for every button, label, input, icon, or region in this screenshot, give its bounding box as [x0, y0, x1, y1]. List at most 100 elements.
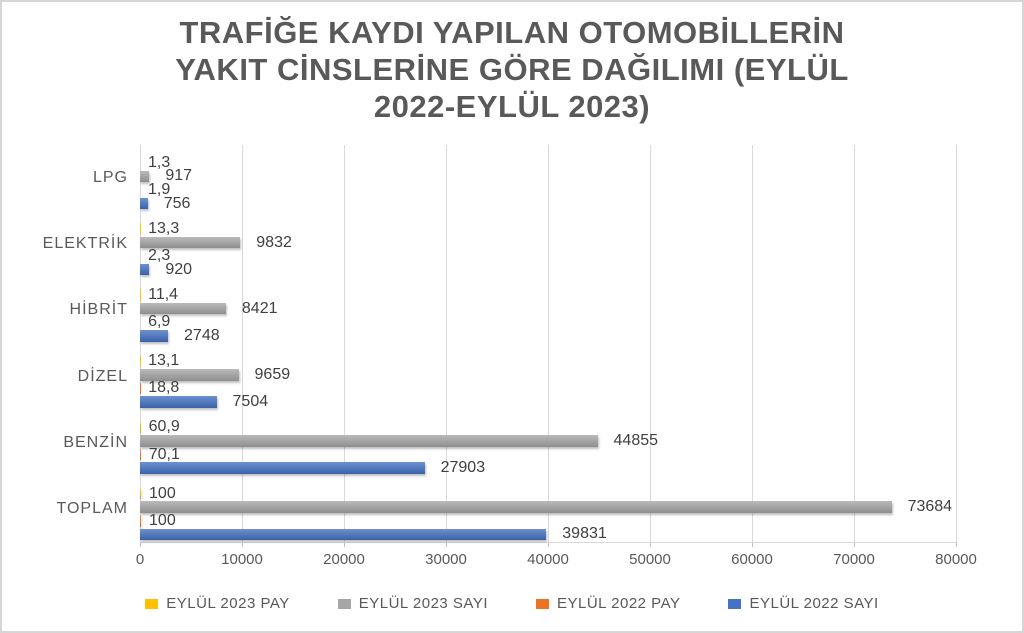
x-tick-label: 0	[135, 551, 145, 568]
axis-tick	[344, 542, 345, 547]
bar	[140, 236, 241, 249]
x-tick-label: 70000	[833, 551, 875, 568]
axis-tick	[854, 542, 855, 547]
data-label: 70,1	[148, 445, 180, 463]
x-tick-label: 50000	[629, 551, 671, 568]
legend-marker-icon	[536, 598, 549, 609]
legend-marker-icon	[145, 598, 159, 609]
bar	[140, 197, 148, 210]
series-slot: 917	[140, 167, 956, 185]
chart-title-line-1: TRAFİĞE KAYDI YAPILAN OTOMOBİLLERİN	[179, 15, 845, 50]
gridline	[752, 145, 753, 542]
bar	[140, 421, 141, 434]
category-label: LPG	[92, 169, 128, 187]
bar	[140, 170, 150, 183]
series-slot: 920	[140, 260, 956, 278]
bar	[140, 396, 217, 408]
bar	[140, 528, 547, 541]
legend-label: EYLÜL 2023 PAY	[166, 595, 290, 612]
bar	[140, 330, 169, 342]
data-label: 1,9	[148, 180, 171, 198]
series-slot: 2748	[140, 327, 956, 343]
data-label: 100	[149, 484, 176, 502]
data-label: 18,8	[148, 379, 180, 397]
data-label: 7504	[232, 393, 269, 411]
category-band: 11,4 8421 6,9 2748	[140, 277, 956, 343]
axis-tick	[650, 542, 651, 547]
bar	[140, 369, 239, 381]
legend-marker-icon	[337, 598, 351, 609]
series-slot: 2,3	[140, 247, 956, 265]
series-slot: 39831	[140, 525, 956, 543]
axis-tick	[752, 542, 753, 547]
category-label: ELEKTRİK	[42, 235, 128, 253]
legend-marker-icon	[728, 598, 742, 609]
category-label: DİZEL	[77, 367, 128, 385]
data-label: 9832	[256, 233, 292, 251]
chart-title-line-3: 2022-EYLÜL 2023)	[373, 89, 651, 124]
category-band: 1,3 917 1,9 756	[140, 145, 956, 211]
data-label: 920	[165, 260, 193, 278]
legend-item: EYLÜL 2022 PAY	[536, 595, 680, 612]
data-label: 27903	[440, 459, 486, 477]
gridline	[242, 145, 243, 542]
axis-tick	[242, 542, 243, 547]
data-label: 73684	[907, 498, 953, 516]
series-slot: 73684	[140, 498, 956, 516]
series-slot: 13,3	[140, 220, 956, 236]
legend-label: EYLÜL 2022 SAYI	[749, 595, 879, 612]
gridline	[956, 145, 957, 542]
bar	[140, 302, 226, 315]
data-label: 917	[165, 167, 193, 185]
category-band: 13,3 9832 2,3 920	[140, 211, 956, 277]
category-label: BENZİN	[63, 433, 128, 451]
legend-item: EYLÜL 2023 SAYI	[337, 595, 488, 612]
legend-item: EYLÜL 2022 SAYI	[728, 595, 878, 612]
x-tick-label: 60000	[731, 551, 773, 568]
series-slot: 18,8	[140, 379, 956, 397]
gridline	[650, 145, 651, 542]
series-slot: 9832	[140, 233, 956, 251]
category-band: 60,9 44855 70,1 27903	[140, 410, 956, 476]
series-slot: 60,9	[140, 418, 956, 436]
data-label: 44855	[613, 432, 659, 450]
bar	[140, 515, 142, 527]
chart-title: TRAFİĞE KAYDI YAPILAN OTOMOBİLLERİN YAKI…	[2, 14, 1022, 125]
x-tick-label: 20000	[323, 551, 365, 568]
category-band: 100 73684 100 39831	[140, 476, 956, 542]
data-label: 1,3	[148, 153, 171, 171]
x-tick-label: 40000	[527, 551, 569, 568]
series-slot: 1,3	[140, 153, 956, 171]
gridline	[446, 145, 447, 542]
axis-tick	[548, 542, 549, 547]
data-label: 39831	[562, 525, 607, 543]
legend-label: EYLÜL 2022 PAY	[557, 595, 681, 612]
series-slot: 70,1	[140, 445, 956, 463]
bar	[140, 487, 142, 500]
data-label: 9659	[254, 365, 291, 383]
category-label: TOPLAM	[56, 499, 128, 517]
data-label: 100	[149, 511, 176, 529]
series-slot: 8421	[140, 300, 956, 316]
x-tick-label: 80000	[935, 551, 977, 568]
data-label: 756	[163, 194, 191, 212]
gridline	[140, 145, 141, 542]
bar	[140, 435, 598, 447]
axis-line	[140, 542, 956, 543]
series-slot: 27903	[140, 459, 956, 477]
data-label: 60,9	[148, 418, 180, 436]
legend-item: EYLÜL 2023 PAY	[145, 595, 289, 612]
series-slot: 9659	[140, 365, 956, 383]
bar	[140, 263, 150, 276]
chart-title-line-2: YAKIT CİNSLERİNE GÖRE DAĞILIMI (EYLÜL	[175, 52, 849, 87]
series-slot: 1,9	[140, 180, 956, 198]
series-slot: 100	[140, 511, 956, 529]
series-slot: 100	[140, 484, 956, 502]
category-band: 13,1 9659 18,8 7504	[140, 344, 956, 410]
data-label: 2,3	[148, 247, 171, 265]
gridline	[548, 145, 549, 542]
x-tick-label: 30000	[425, 551, 467, 568]
x-tick-label: 10000	[221, 551, 263, 568]
data-label: 13,1	[148, 352, 180, 370]
